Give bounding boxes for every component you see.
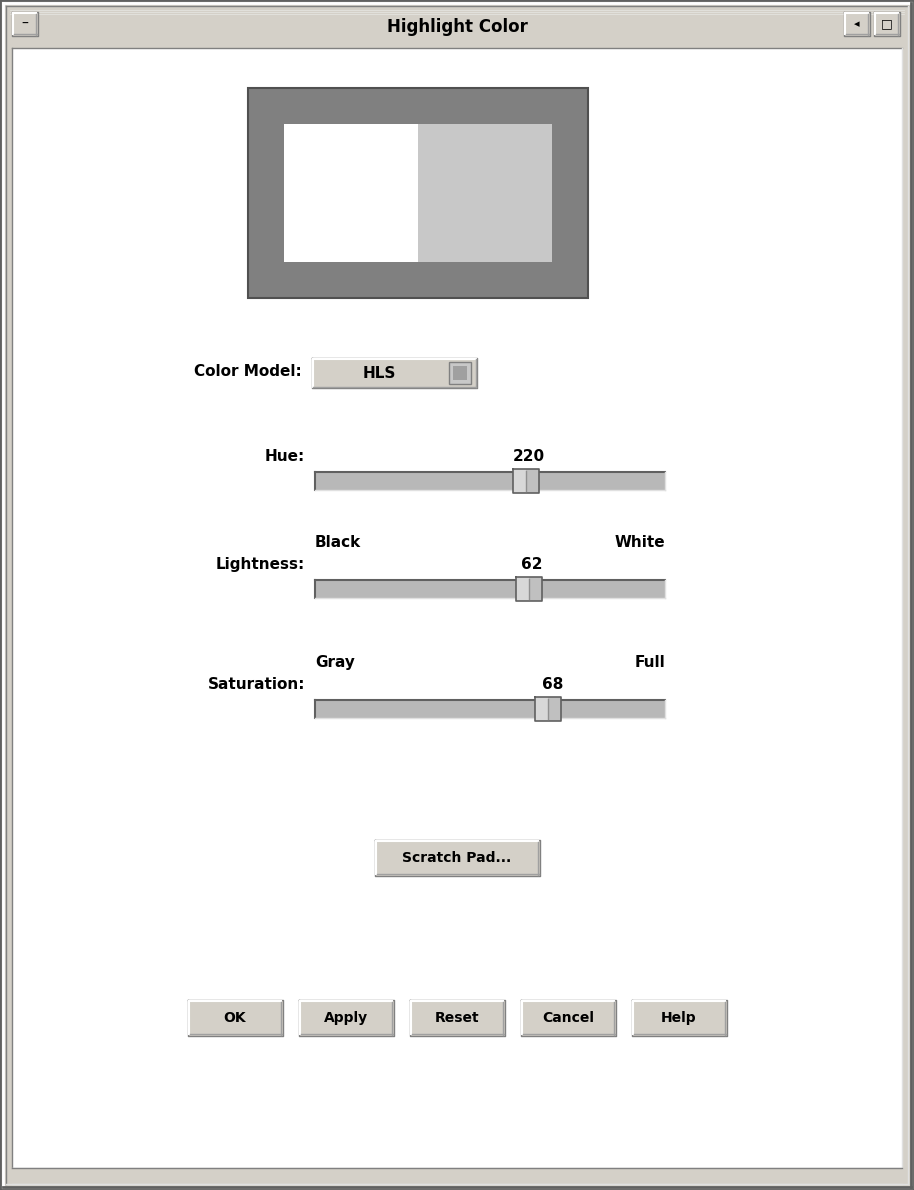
- Text: Reset: Reset: [435, 1012, 479, 1025]
- Text: Apply: Apply: [324, 1012, 368, 1025]
- Bar: [409, 1000, 505, 1036]
- Text: Color Model:: Color Model:: [195, 364, 302, 380]
- Bar: [874, 12, 900, 36]
- Text: 68: 68: [542, 677, 564, 693]
- Bar: [187, 1000, 282, 1036]
- Bar: [536, 697, 548, 721]
- Bar: [315, 700, 665, 718]
- Bar: [315, 472, 665, 490]
- Text: □: □: [881, 18, 893, 31]
- Text: 220: 220: [513, 449, 545, 464]
- Text: ◂: ◂: [855, 19, 860, 29]
- Bar: [526, 469, 539, 493]
- Bar: [284, 124, 418, 262]
- Text: Saturation:: Saturation:: [207, 677, 305, 693]
- Text: HLS: HLS: [363, 365, 396, 381]
- Bar: [12, 1169, 902, 1184]
- Bar: [844, 12, 870, 36]
- Text: OK: OK: [224, 1012, 246, 1025]
- Bar: [315, 580, 665, 599]
- Bar: [529, 577, 542, 601]
- Text: White: White: [614, 536, 665, 550]
- Text: Hue:: Hue:: [265, 449, 305, 464]
- Bar: [12, 12, 38, 36]
- Text: –: –: [22, 17, 28, 31]
- Text: Gray: Gray: [315, 654, 355, 670]
- Bar: [513, 469, 526, 493]
- Text: Highlight Color: Highlight Color: [387, 18, 527, 36]
- Bar: [449, 362, 471, 384]
- Text: Scratch Pad...: Scratch Pad...: [402, 851, 512, 865]
- Bar: [520, 1000, 615, 1036]
- Text: Full: Full: [634, 654, 665, 670]
- Bar: [8, 8, 906, 46]
- Bar: [418, 124, 552, 262]
- Bar: [312, 358, 477, 388]
- Text: 62: 62: [521, 557, 543, 572]
- Bar: [453, 367, 467, 380]
- Bar: [375, 840, 539, 876]
- Text: Black: Black: [315, 536, 361, 550]
- Text: Help: Help: [661, 1012, 696, 1025]
- Bar: [515, 577, 529, 601]
- Text: Lightness:: Lightness:: [216, 557, 305, 572]
- Text: Cancel: Cancel: [542, 1012, 594, 1025]
- Bar: [548, 697, 561, 721]
- Bar: [632, 1000, 727, 1036]
- Bar: [299, 1000, 394, 1036]
- Bar: [248, 88, 588, 298]
